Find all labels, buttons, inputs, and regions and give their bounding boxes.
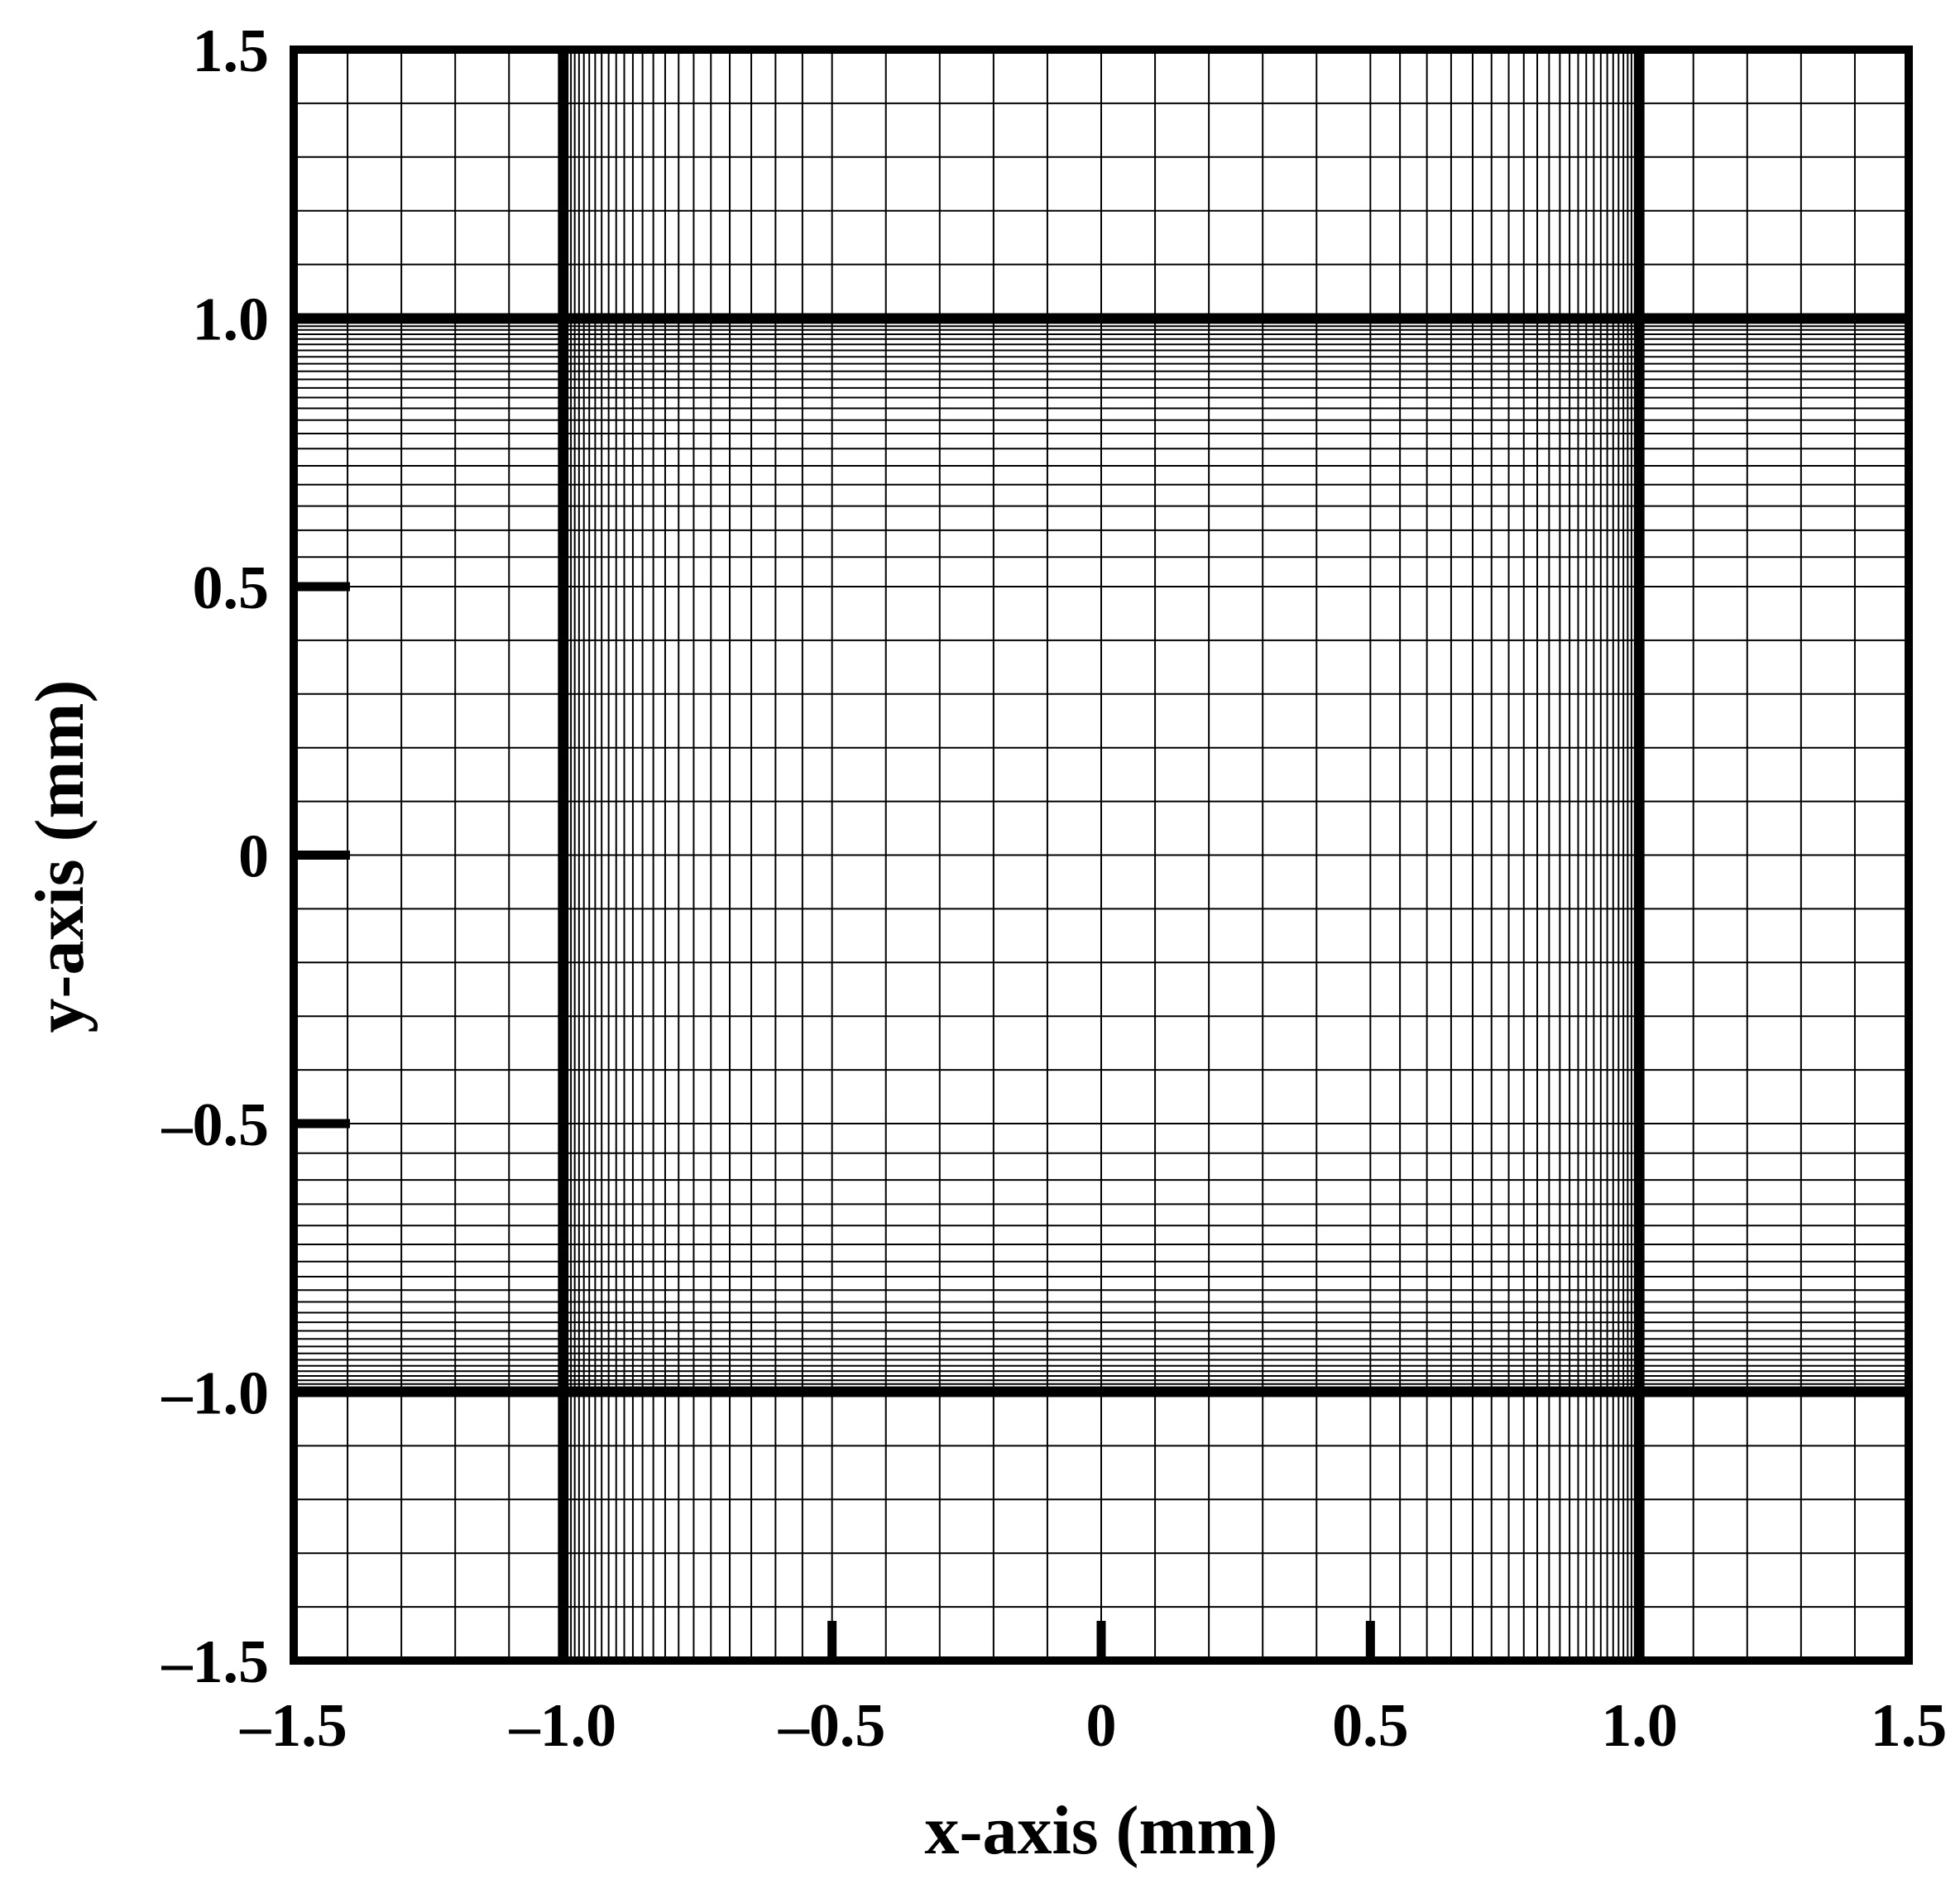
x-tick-label: 1.0	[1601, 1692, 1678, 1760]
y-tick-label: 1.5	[193, 17, 270, 85]
y-tick-label: 0.5	[193, 554, 270, 622]
x-tick-label: –1.0	[509, 1692, 617, 1760]
y-tick-label: –1.5	[161, 1628, 270, 1696]
x-axis-title: x-axis (mm)	[925, 1792, 1278, 1869]
y-tick-label: 1.0	[193, 286, 270, 354]
y-axis-title: y-axis (mm)	[22, 680, 98, 1033]
y-tick-label: –1.0	[161, 1360, 270, 1428]
x-tick-label: 1.5	[1871, 1692, 1948, 1760]
x-tick-label: –1.5	[239, 1692, 347, 1760]
y-tick-label: –0.5	[161, 1091, 270, 1159]
x-tick-label: 0.5	[1332, 1692, 1409, 1760]
x-tick-label: 0	[1086, 1692, 1117, 1760]
y-tick-label: 0	[238, 823, 269, 891]
x-tick-label: –0.5	[778, 1692, 886, 1760]
